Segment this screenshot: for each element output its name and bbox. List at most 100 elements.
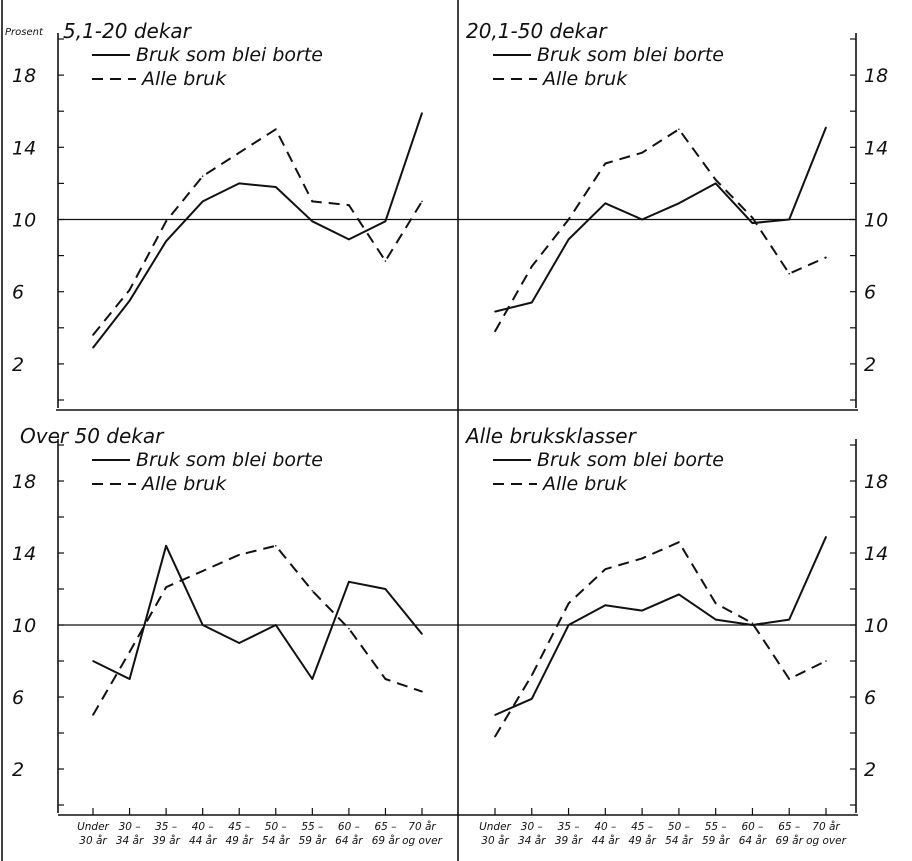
x-tick-label: 30 år: [79, 834, 107, 847]
panel-title: 5,1-20 dekar: [63, 19, 193, 43]
panel-title: Over 50 dekar: [20, 424, 165, 448]
data-point: [238, 554, 241, 556]
data-point: [384, 220, 387, 223]
data-point: [825, 256, 827, 259]
data-point: [678, 541, 680, 543]
legend-label: Alle bruk: [541, 473, 628, 495]
data-point: [714, 178, 717, 181]
y-tick-label: 14: [864, 137, 888, 159]
data-point: [530, 265, 533, 268]
legend-label: Bruk som blei borte: [537, 449, 724, 471]
data-point: [788, 272, 791, 275]
series-line-bruk-som-blei-borte: [494, 127, 827, 313]
x-tick-label: 44 år: [189, 834, 217, 847]
x-tick-label: 49 år: [225, 834, 253, 847]
series-line-alle-bruk: [494, 541, 827, 738]
data-point: [604, 604, 607, 606]
legend-label: Bruk som blei borte: [136, 44, 323, 66]
data-point: [384, 260, 387, 262]
data-point: [348, 581, 350, 583]
data-point: [165, 545, 167, 547]
data-point: [128, 299, 131, 302]
data-point: [604, 162, 607, 165]
data-point: [165, 220, 167, 223]
data-point: [825, 660, 827, 662]
x-tick-label: 65 –: [374, 821, 396, 833]
y-tick-label: 10: [864, 210, 888, 232]
panel-title: 20,1-50 dekar: [466, 19, 608, 43]
data-point: [128, 678, 131, 680]
data-point: [348, 238, 350, 241]
series-line-alle-bruk: [92, 128, 423, 336]
y-tick-label: 18: [12, 65, 36, 87]
data-point: [384, 678, 387, 680]
data-point: [311, 678, 314, 680]
data-point: [201, 570, 204, 572]
data-point: [348, 204, 350, 206]
series-line-bruk-som-blei-borte: [92, 112, 423, 349]
data-point: [165, 240, 167, 242]
y-tick-label: 6: [12, 282, 24, 304]
data-point: [714, 182, 717, 185]
data-point: [165, 586, 167, 588]
data-point: [714, 602, 717, 605]
data-point: [604, 568, 607, 570]
y-tick-label: 10: [864, 615, 888, 637]
x-tick-label: 54 år: [665, 834, 693, 847]
y-tick-label: 2: [12, 759, 24, 781]
data-point: [825, 126, 827, 129]
x-tick-label: 39 år: [152, 834, 180, 847]
y-tick-label: 14: [12, 137, 36, 159]
x-tick-label: 30 –: [119, 821, 141, 833]
x-tick-label: 59 år: [299, 834, 327, 847]
data-point: [421, 112, 423, 114]
data-point: [567, 602, 570, 605]
data-point: [92, 346, 94, 349]
data-point: [201, 200, 204, 203]
data-point: [201, 175, 204, 177]
data-point: [421, 633, 423, 635]
y-tick-label: 18: [864, 471, 888, 493]
x-tick-label: 35 –: [558, 821, 580, 833]
data-point: [751, 222, 754, 224]
series-line-bruk-som-blei-borte: [494, 536, 827, 716]
x-tick-label: 30 –: [521, 821, 543, 833]
data-point: [274, 128, 277, 131]
data-point: [494, 714, 496, 716]
data-point: [567, 624, 570, 626]
data-point: [788, 618, 791, 621]
data-point: [494, 735, 496, 738]
x-tick-label: 65 –: [778, 821, 800, 833]
data-point: [530, 698, 533, 700]
x-tick-label: 30 år: [481, 834, 509, 847]
data-point: [311, 220, 314, 223]
x-tick-label: 40 –: [594, 821, 616, 833]
x-tick-label: 34 år: [116, 834, 144, 847]
data-point: [567, 238, 570, 241]
x-tick-label: 64 år: [739, 834, 767, 847]
data-point: [274, 624, 277, 626]
x-tick-label: Under: [77, 821, 109, 833]
data-point: [641, 151, 643, 154]
x-tick-label: og over: [806, 835, 847, 847]
y-tick-label: 10: [12, 210, 36, 232]
x-tick-label: 50 –: [265, 821, 287, 833]
y-unit-label: Prosent: [5, 27, 44, 38]
data-point: [494, 330, 496, 333]
data-point: [311, 200, 314, 203]
x-tick-label: 34 år: [518, 834, 546, 847]
data-point: [678, 593, 680, 596]
x-tick-label: 69 år: [775, 834, 803, 847]
y-tick-label: 6: [864, 687, 876, 709]
data-point: [567, 218, 570, 221]
data-point: [92, 714, 94, 716]
series-line-bruk-som-blei-borte: [92, 544, 423, 680]
data-point: [788, 678, 791, 680]
y-tick-label: 14: [864, 543, 888, 565]
data-point: [751, 622, 754, 624]
x-tick-label: 69 år: [372, 834, 400, 847]
x-tick-label: 49 år: [628, 834, 656, 847]
